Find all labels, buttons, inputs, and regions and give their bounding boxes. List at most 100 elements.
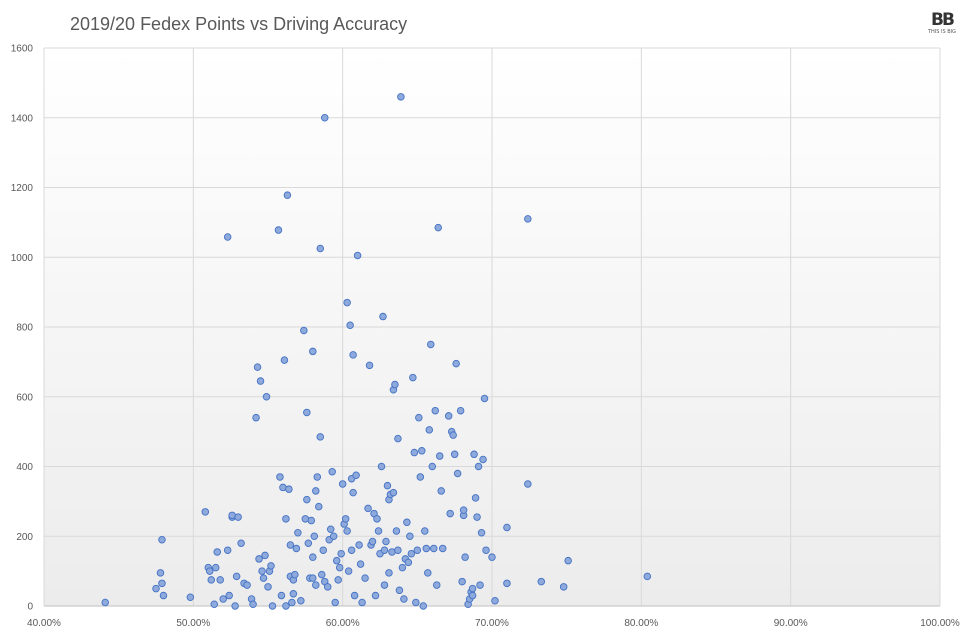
data-point (331, 598, 339, 607)
y-tick-label: 1000 (11, 253, 34, 264)
data-point (416, 473, 425, 481)
x-tick-label: 50.00% (176, 618, 210, 629)
logo-text: BB (931, 10, 955, 30)
x-tick-label: 70.00% (475, 618, 509, 629)
data-point (323, 583, 332, 591)
data-point (352, 471, 360, 479)
data-point (350, 591, 359, 600)
data-point (316, 433, 325, 441)
data-point (309, 553, 317, 561)
data-point (262, 393, 271, 401)
data-point (249, 600, 257, 609)
data-point (337, 549, 345, 558)
data-point (264, 583, 272, 591)
data-point (430, 544, 438, 553)
data-point (320, 113, 329, 122)
x-tick-label: 60.00% (326, 618, 360, 629)
data-point (211, 563, 220, 572)
data-point (355, 541, 363, 549)
data-point (349, 351, 357, 359)
data-point (480, 394, 489, 403)
data-point (294, 529, 302, 537)
logo-subtext: THIS IS BIG (927, 29, 957, 35)
data-point (424, 569, 432, 577)
data-point (419, 602, 428, 610)
data-point (341, 515, 350, 523)
data-point (256, 377, 265, 385)
x-tick-label: 90.00% (774, 618, 808, 629)
data-point (274, 226, 283, 234)
data-point (643, 572, 652, 581)
data-point (285, 485, 293, 493)
data-point (394, 434, 402, 443)
data-point (300, 326, 308, 335)
data-point (316, 244, 325, 253)
data-point (283, 191, 292, 199)
data-point (158, 579, 166, 588)
data-point (409, 373, 417, 382)
data-point (356, 560, 365, 568)
data-point (186, 593, 195, 602)
data-point (237, 539, 245, 547)
data-point (373, 515, 381, 523)
data-point (435, 452, 444, 460)
y-tick-label: 0 (27, 602, 33, 613)
data-point (343, 298, 351, 307)
data-point (328, 467, 336, 476)
data-point (473, 513, 481, 521)
x-tick-label: 100.00% (920, 618, 960, 629)
data-point (225, 591, 233, 600)
data-point (452, 359, 460, 368)
data-point (252, 413, 260, 422)
data-point (392, 527, 401, 535)
data-point (380, 581, 389, 589)
data-point (444, 412, 453, 420)
data-point (503, 579, 511, 588)
data-point (303, 408, 311, 417)
data-point (385, 569, 393, 577)
data-point (432, 581, 441, 589)
data-point (353, 251, 362, 260)
data-point (476, 581, 484, 589)
data-point (231, 602, 239, 610)
data-point (259, 574, 268, 582)
data-point (158, 535, 166, 544)
data-point (232, 572, 241, 581)
y-tick-label: 1400 (11, 113, 34, 124)
data-point (332, 556, 341, 565)
data-point (412, 598, 420, 607)
data-point (309, 574, 317, 582)
data-point (334, 576, 342, 584)
data-point (338, 480, 347, 488)
data-point (474, 462, 483, 471)
data-point (310, 532, 319, 541)
data-point (383, 481, 392, 490)
data-point (418, 447, 426, 455)
data-point (243, 581, 251, 589)
data-point (213, 548, 221, 556)
data-point (431, 406, 440, 415)
data-point (468, 591, 477, 600)
data-point (358, 598, 366, 607)
data-point (379, 312, 387, 321)
data-point (312, 581, 320, 589)
y-tick-label: 800 (16, 323, 33, 334)
data-point (459, 506, 468, 514)
data-point (101, 598, 109, 607)
data-point (453, 469, 462, 478)
data-point (291, 570, 299, 579)
data-point (307, 516, 316, 525)
data-point (219, 595, 227, 603)
data-point (216, 576, 224, 584)
data-point (422, 544, 431, 553)
data-point (404, 558, 413, 567)
data-point (559, 583, 568, 591)
data-point (456, 406, 465, 415)
data-point (234, 513, 242, 521)
data-point (282, 515, 290, 523)
data-point (564, 556, 572, 565)
data-point (477, 529, 486, 537)
data-point (398, 563, 407, 572)
data-point (286, 541, 295, 549)
